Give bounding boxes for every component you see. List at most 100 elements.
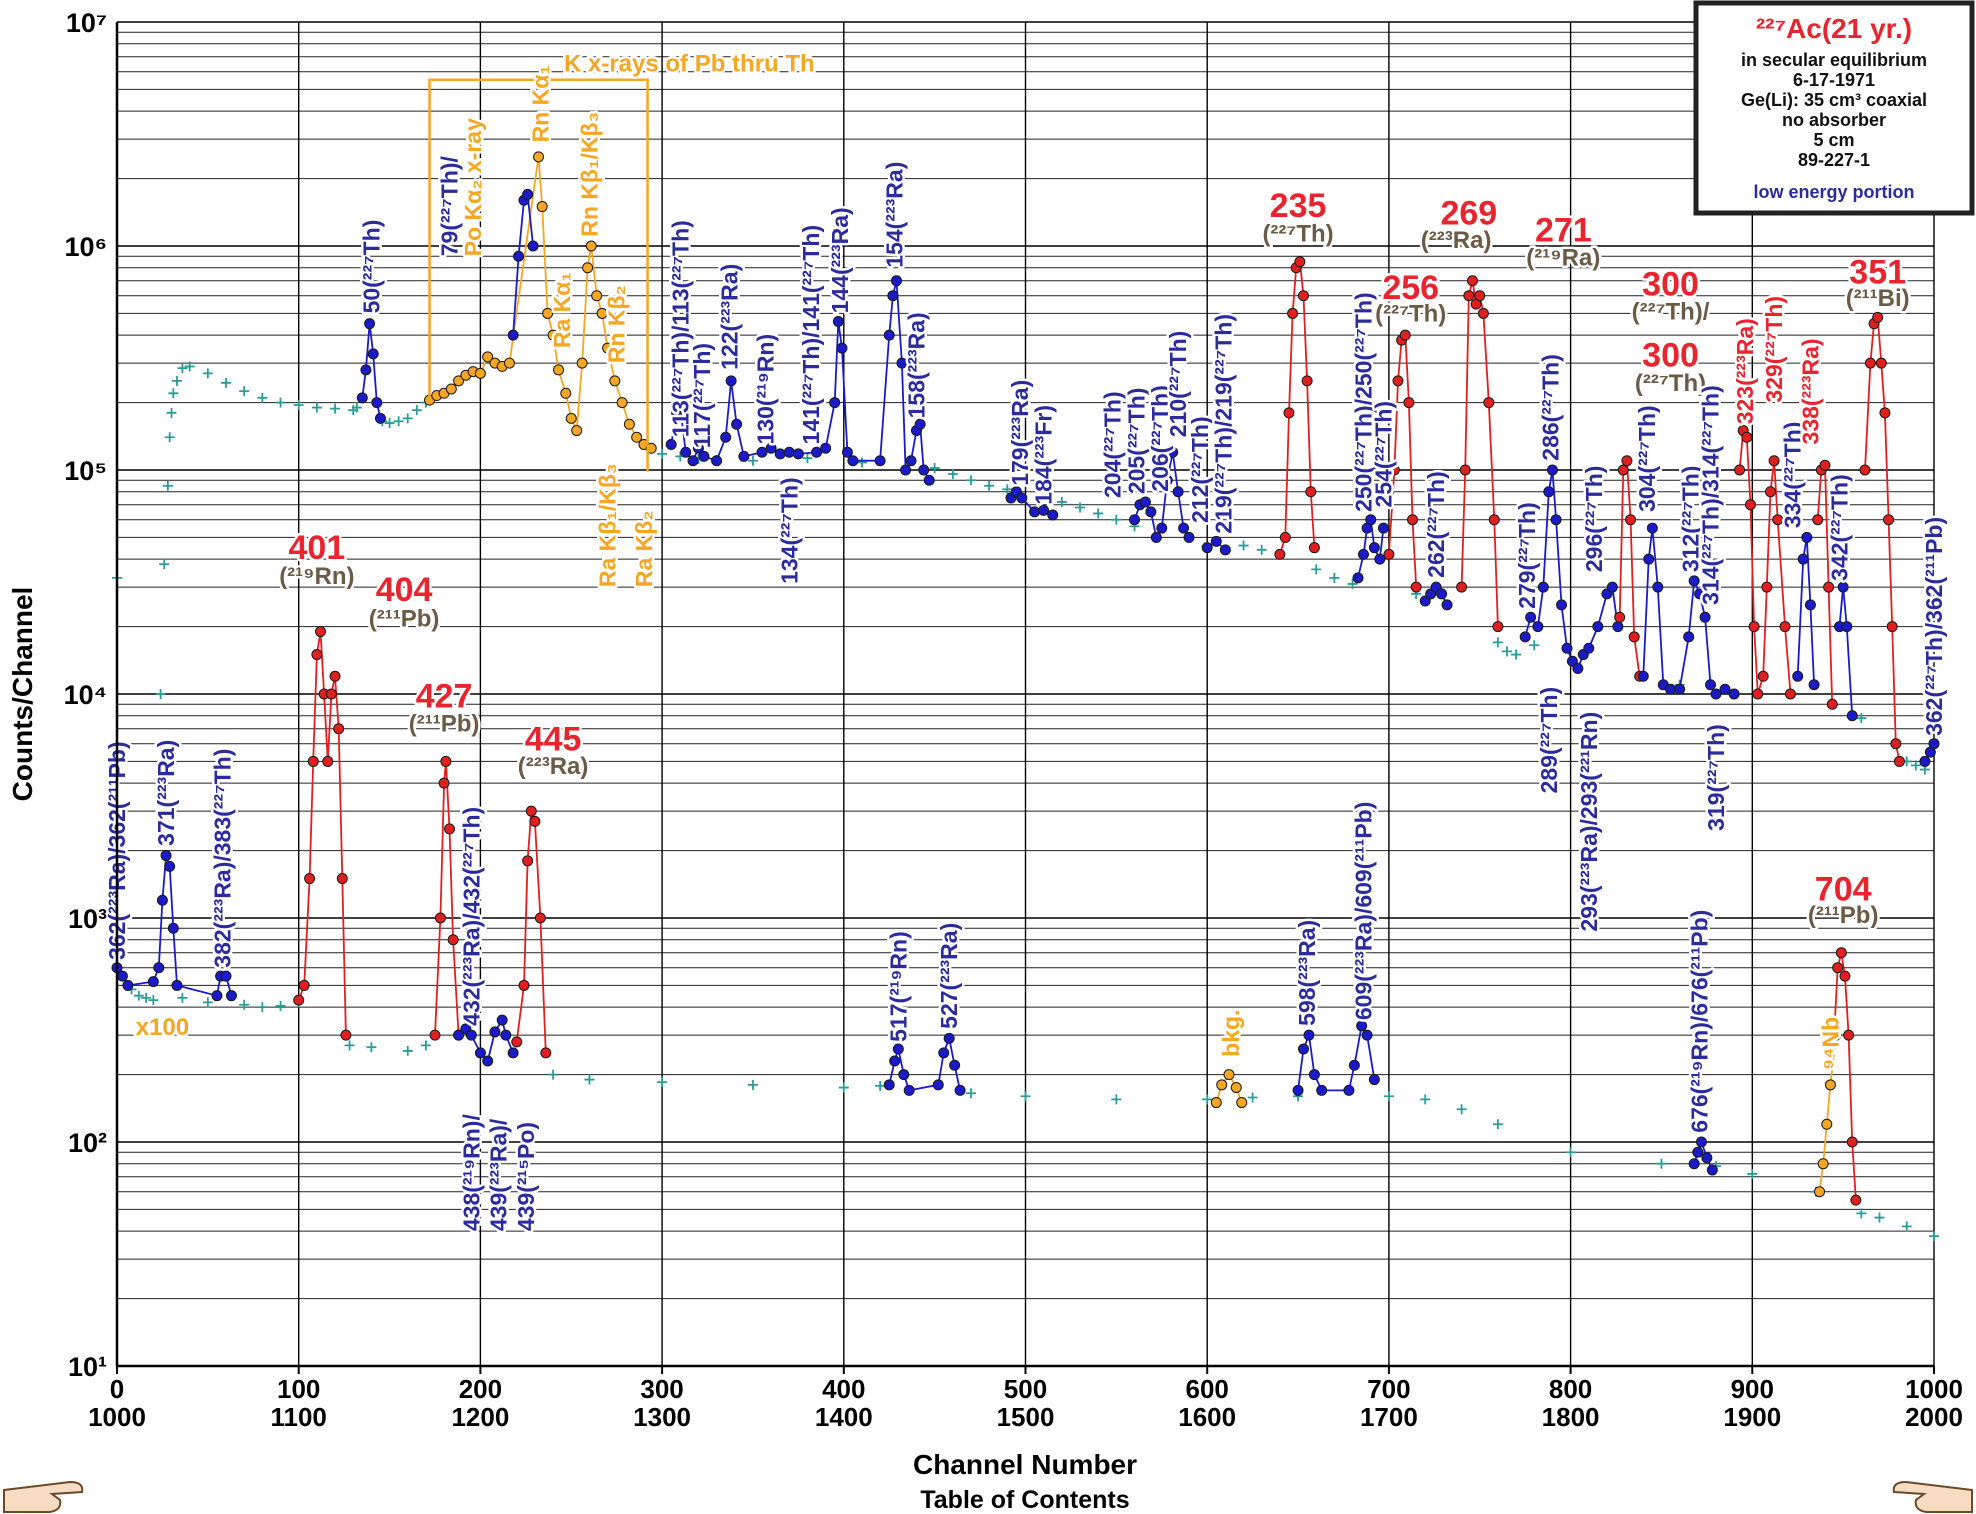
data-point — [1111, 1094, 1122, 1105]
peak-label: 517(²¹⁹Rn) — [885, 931, 911, 1042]
data-point — [225, 990, 237, 1002]
data-point — [1347, 578, 1358, 589]
series — [1734, 425, 1796, 700]
data-point — [534, 912, 546, 924]
data-point — [1614, 611, 1626, 623]
x2-tick-label: 2000 — [1905, 1402, 1963, 1432]
data-point — [329, 670, 341, 682]
data-point — [738, 450, 750, 462]
peak-label: 323(²²³Ra) — [1732, 318, 1758, 424]
data-point — [420, 1040, 431, 1051]
data-point — [1492, 637, 1503, 648]
data-point — [239, 386, 250, 397]
x2-tick-label: 1200 — [451, 1402, 509, 1432]
data-point — [489, 1026, 501, 1038]
data-point — [374, 412, 386, 424]
x-tick-label: 200 — [459, 1374, 502, 1404]
data-point — [482, 1055, 494, 1067]
peak-label: 286(²²⁷Th) — [1538, 354, 1564, 461]
peak-label: 304(²²⁷Th) — [1634, 405, 1660, 512]
peak-label: 319(²²⁷Th) — [1703, 724, 1729, 831]
data-point — [1219, 544, 1231, 556]
series — [424, 151, 657, 454]
data-point — [1216, 1079, 1228, 1091]
data-point — [1683, 631, 1695, 643]
peak-label: 609(²²³Ra)/609(²¹¹Pb) — [1350, 802, 1376, 1021]
data-point — [1399, 329, 1411, 341]
info-note: low energy portion — [1753, 182, 1914, 202]
x2-tick-label: 1800 — [1542, 1402, 1600, 1432]
bracket — [428, 78, 649, 472]
data-point — [1890, 738, 1902, 750]
peak-label: Po Kα₂ x-ray — [460, 118, 486, 256]
data-point — [1161, 474, 1173, 486]
peak-label: 382(²²³Ra)/383(²²⁷Th) — [209, 749, 235, 968]
data-point — [1519, 631, 1531, 643]
series — [665, 275, 935, 486]
peak-label: 296(²²⁷Th) — [1581, 466, 1607, 573]
x-tick-label: 900 — [1731, 1374, 1774, 1404]
data-point — [148, 995, 159, 1006]
data-point — [1368, 542, 1380, 554]
data-point — [1643, 553, 1655, 565]
left-hand-pointer[interactable] — [3, 1480, 84, 1513]
data-point — [411, 405, 422, 416]
data-point — [542, 307, 554, 319]
series — [453, 1014, 519, 1067]
data-point — [351, 402, 362, 413]
data-point — [1201, 542, 1213, 554]
data-point — [1388, 464, 1400, 476]
series — [1614, 455, 1646, 682]
info-title: ²²⁷Ac(21 yr.) — [1756, 13, 1912, 44]
peak-label: 158(²²³Ra) — [903, 312, 929, 418]
peak-label: 212(²²⁷Th) — [1187, 416, 1213, 523]
data-point — [731, 418, 743, 430]
series — [1637, 522, 1740, 700]
data-point — [1145, 506, 1157, 518]
data-point — [1621, 455, 1633, 467]
data-point — [156, 894, 168, 906]
data-point — [1308, 542, 1320, 554]
data-point — [576, 357, 588, 369]
data-point — [1656, 1158, 1667, 1169]
data-point — [184, 361, 195, 372]
data-point — [1038, 504, 1050, 516]
data-point — [838, 1082, 849, 1093]
data-point — [474, 1047, 486, 1059]
peak-energy: 427 — [416, 678, 473, 716]
right-hand-pointer[interactable] — [1892, 1480, 1973, 1513]
data-point — [711, 455, 723, 467]
data-point — [918, 464, 930, 476]
peak-energy: 271 — [1535, 211, 1592, 249]
data-point — [1383, 548, 1395, 560]
data-point — [1410, 581, 1422, 593]
data-point — [896, 357, 908, 369]
data-point — [1572, 662, 1584, 674]
peak-source: (²¹¹Pb) — [369, 606, 440, 633]
data-point — [202, 997, 213, 1008]
x2-tick-label: 1700 — [1360, 1402, 1418, 1432]
series — [1859, 311, 1905, 767]
info-line: 5 cm — [1813, 130, 1854, 150]
peak-source: (²¹¹Pb) — [409, 711, 480, 738]
peak-energy: 351 — [1849, 254, 1906, 292]
data-point — [832, 316, 844, 328]
data-point — [802, 453, 813, 464]
peak-label: 210(²²⁷Th) — [1165, 331, 1191, 438]
data-point — [1477, 307, 1489, 319]
data-point — [1368, 1074, 1380, 1086]
data-point — [364, 318, 376, 330]
data-point — [1016, 492, 1028, 504]
peak-label: bkg. — [1218, 1010, 1244, 1057]
table-of-contents-link[interactable]: Table of Contents — [920, 1486, 1129, 1514]
peak-source: (²¹¹Bi) — [1846, 285, 1910, 312]
data-point — [687, 455, 699, 467]
data-point — [1294, 256, 1306, 268]
data-point — [518, 979, 530, 991]
x-axis-title: Channel Number — [913, 1449, 1137, 1480]
x2-tick-label: 1000 — [88, 1402, 146, 1432]
data-point — [1238, 540, 1249, 551]
x2-tick-label: 1500 — [997, 1402, 1055, 1432]
data-point — [147, 976, 159, 988]
